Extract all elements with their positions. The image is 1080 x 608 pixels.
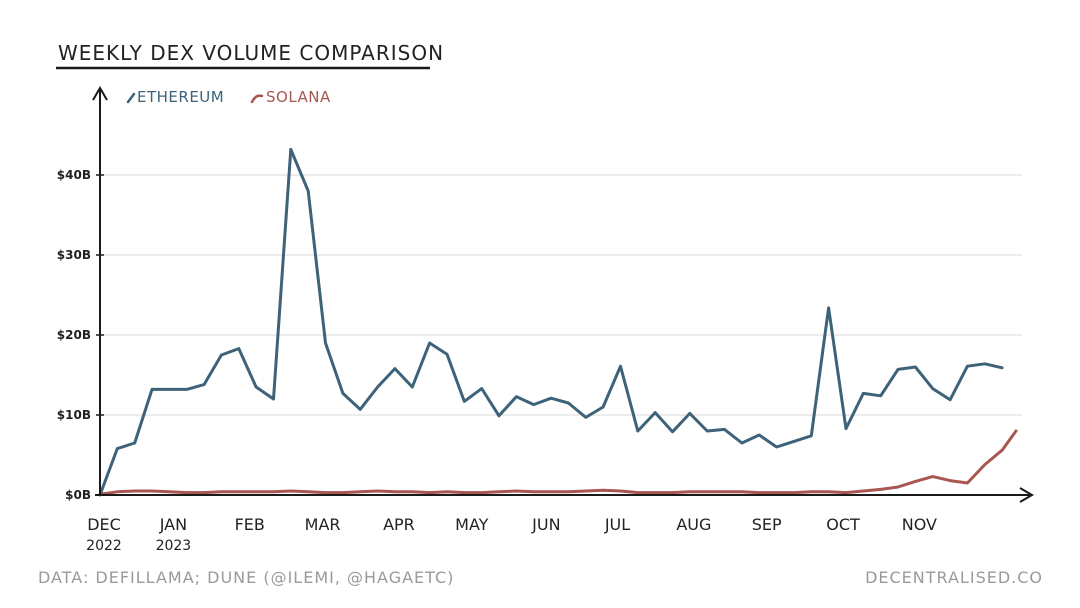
- y-tick-label: $40B: [57, 168, 91, 182]
- y-tick-label: $20B: [57, 328, 91, 342]
- legend-label-solana: SOLANA: [266, 88, 331, 106]
- y-axis-ticks: $0B $10B $20B $30B $40B: [57, 168, 104, 502]
- x-tick-year-label: 2022: [86, 538, 122, 554]
- x-tick-label: NOV: [902, 515, 937, 534]
- x-axis-arrow-icon: [1019, 487, 1034, 503]
- x-tick-label: AUG: [676, 515, 711, 534]
- x-tick-label: MAR: [305, 515, 341, 534]
- legend-swatch-solana: [250, 94, 264, 104]
- x-tick-year-label: 2023: [156, 538, 192, 554]
- x-tick-label: JUN: [531, 515, 560, 534]
- x-tick-label: JUL: [604, 515, 630, 534]
- gridlines: [100, 174, 1022, 416]
- x-tick-label: FEB: [235, 515, 265, 534]
- x-tick-label: MAY: [455, 515, 489, 534]
- x-tick-label: SEP: [752, 515, 782, 534]
- legend: ETHEREUM SOLANA: [126, 88, 331, 106]
- y-tick-label: $30B: [57, 248, 91, 262]
- y-tick-label: $0B: [65, 488, 91, 502]
- y-tick-label: $10B: [57, 408, 91, 422]
- series-line-ethereum: [98, 147, 1004, 497]
- series-line-solana: [98, 429, 1018, 496]
- footer-source: DATA: DEFILLAMA; DUNE (@ILEMI, @HAGAETC): [38, 568, 454, 587]
- x-tick-label: APR: [383, 515, 415, 534]
- x-tick-label: DEC: [87, 515, 121, 534]
- series-lines: [98, 147, 1018, 497]
- legend-swatch-ethereum: [126, 92, 136, 104]
- axes: [92, 86, 1034, 503]
- chart-title: WEEKLY DEX VOLUME COMPARISON: [58, 41, 444, 65]
- footer-brand: DECENTRALISED.CO: [865, 568, 1043, 587]
- x-tick-label: OCT: [826, 515, 860, 534]
- legend-label-ethereum: ETHEREUM: [137, 88, 224, 106]
- y-axis-arrow-icon: [92, 86, 108, 101]
- x-axis-ticks: DEC 2022 JAN 2023 FEB MAR APR MAY JUN JUL AUG SEP OC…: [86, 515, 937, 554]
- x-tick-label: JAN: [159, 515, 187, 534]
